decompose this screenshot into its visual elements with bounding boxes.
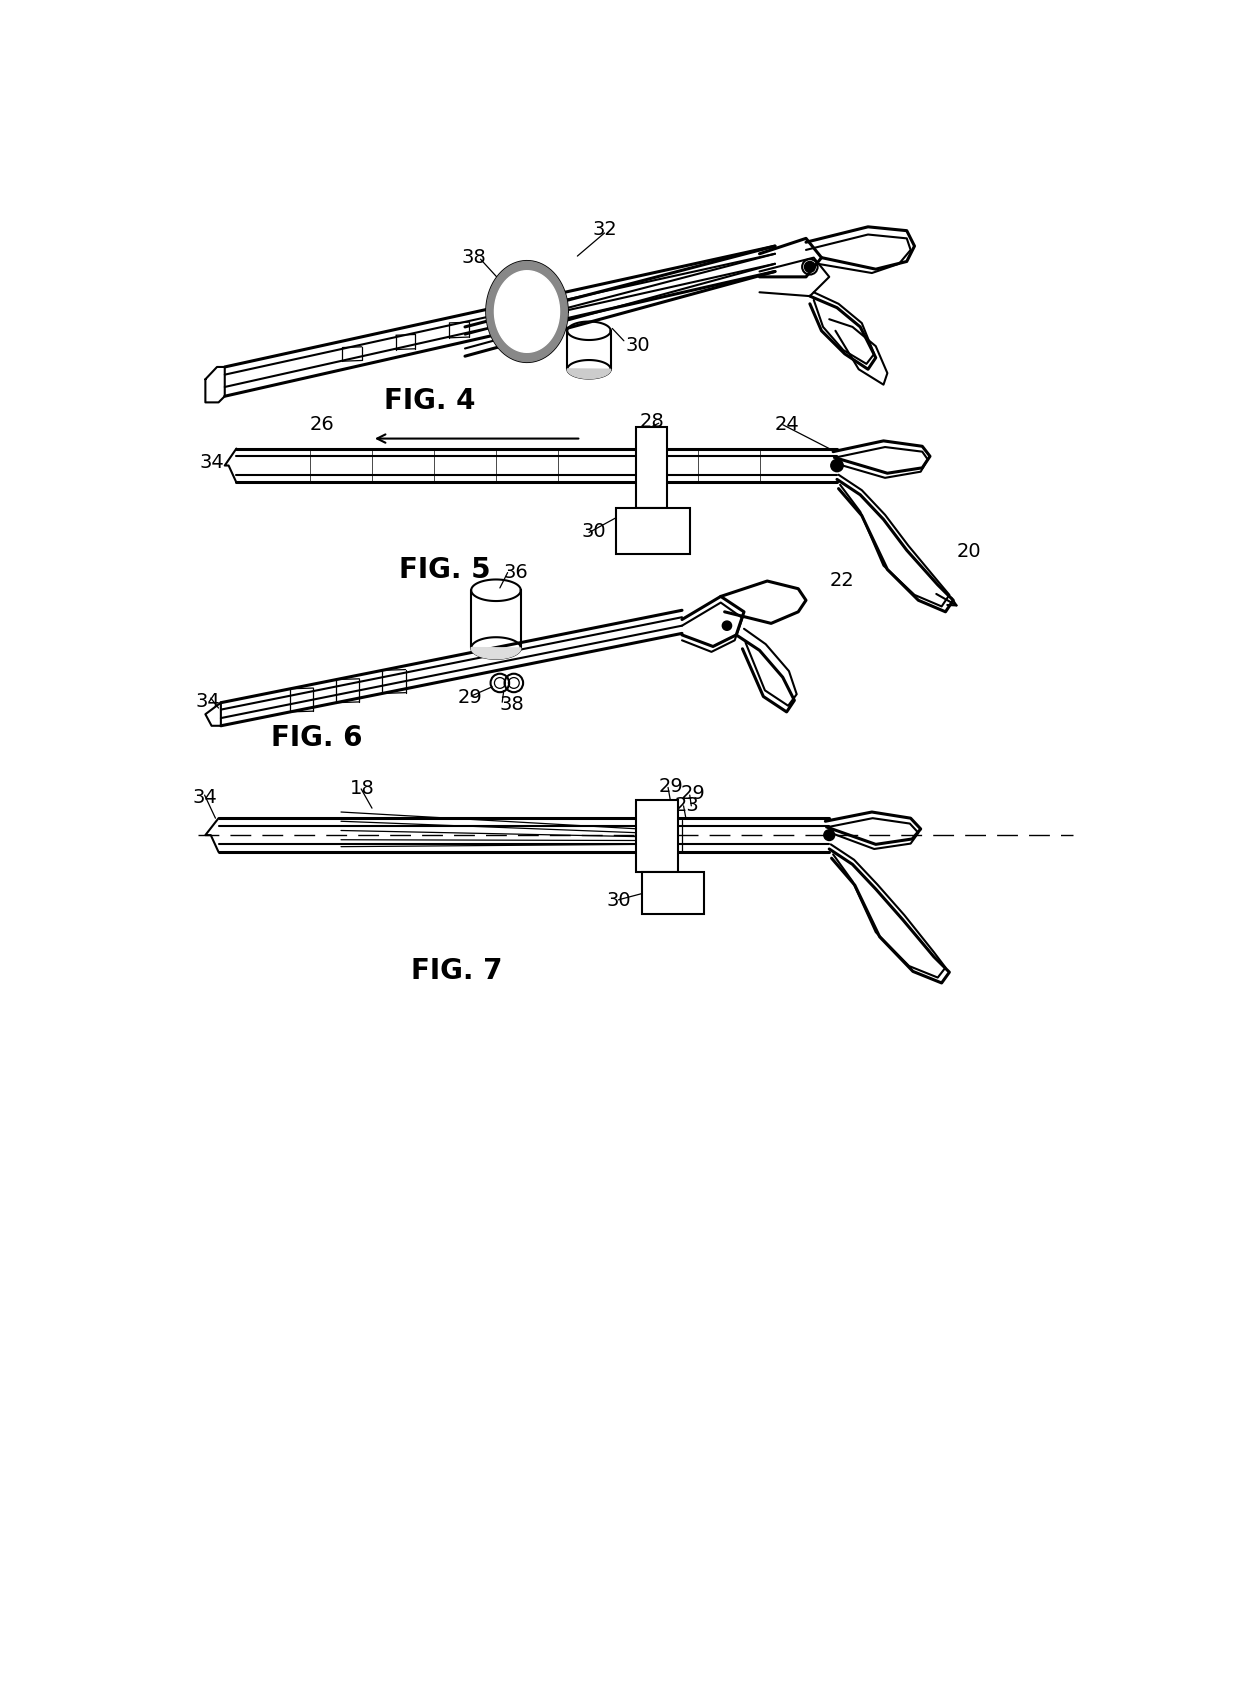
Text: 22: 22 <box>830 571 854 590</box>
FancyBboxPatch shape <box>642 873 704 916</box>
Circle shape <box>722 622 732 631</box>
Text: FIG. 5: FIG. 5 <box>399 556 491 585</box>
Circle shape <box>805 263 816 273</box>
Polygon shape <box>471 648 521 660</box>
Text: FIG. 4: FIG. 4 <box>383 387 475 414</box>
Polygon shape <box>568 370 611 379</box>
Text: 26: 26 <box>310 414 335 433</box>
Text: 29: 29 <box>458 687 482 706</box>
Text: 32: 32 <box>593 220 618 239</box>
Circle shape <box>823 830 835 841</box>
Text: 29: 29 <box>681 784 706 803</box>
Text: 30: 30 <box>582 522 606 540</box>
Text: 29: 29 <box>658 776 683 795</box>
Text: 28: 28 <box>640 413 665 431</box>
Text: 30: 30 <box>606 890 631 909</box>
Text: 36: 36 <box>503 563 528 581</box>
Text: 20: 20 <box>957 542 982 561</box>
Text: 34: 34 <box>192 788 217 806</box>
Text: 23: 23 <box>675 795 699 815</box>
Text: 34: 34 <box>196 692 219 711</box>
Text: 38: 38 <box>461 247 486 266</box>
FancyBboxPatch shape <box>635 428 667 508</box>
FancyBboxPatch shape <box>635 801 678 873</box>
Polygon shape <box>495 271 559 353</box>
Text: FIG. 6: FIG. 6 <box>272 723 363 752</box>
Circle shape <box>831 460 843 472</box>
Text: 24: 24 <box>775 414 800 433</box>
Text: 30: 30 <box>625 336 650 355</box>
Text: 38: 38 <box>500 696 525 714</box>
Text: FIG. 7: FIG. 7 <box>410 957 502 984</box>
Text: 34: 34 <box>200 454 224 472</box>
Polygon shape <box>487 263 567 363</box>
Text: 18: 18 <box>351 779 374 798</box>
FancyBboxPatch shape <box>616 508 689 554</box>
